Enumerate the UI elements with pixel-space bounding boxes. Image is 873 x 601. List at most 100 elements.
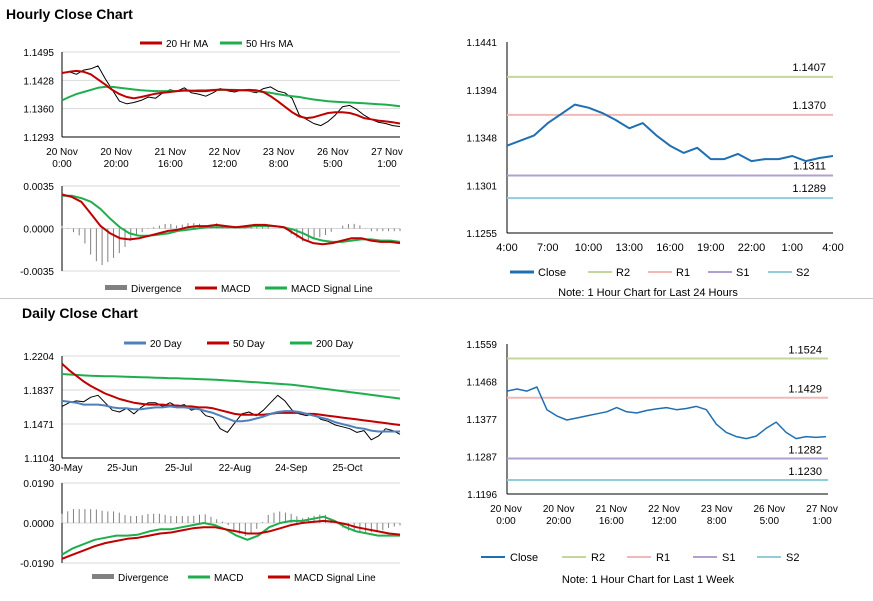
daily-pivot-y-tick: 1.1559 [466,340,497,351]
hourly-legend-divergence-label: Divergence [131,284,182,295]
daily-pivot-y-tick: 1.1287 [466,453,497,464]
daily-price-x-tick: 30-May [49,463,82,474]
daily-pivot-s1-value: 1.1282 [788,444,822,456]
daily-section-title: Daily Close Chart [22,305,138,321]
daily-200-day-line [61,373,401,400]
hourly-pivot-close-line [506,103,834,163]
daily-price-line [61,394,401,441]
hourly-pivot-x-tick: 13:00 [615,242,643,254]
daily-pivot-x-tick-time: 16:00 [599,516,624,527]
daily-pivot-y-tick: 1.1468 [466,378,497,389]
daily-pivot-x-tick-date: 23 Nov [701,504,733,515]
hourly-price-x-tick-date: 27 Nov [371,147,403,158]
daily-price-x-tick: 25-Jun [107,463,138,474]
hourly-pivot-x-tick: 1:00 [782,242,803,254]
hourly-pivot-y-tick: 1.1255 [466,229,497,240]
daily-price-x-tick: 22-Aug [219,463,251,474]
hourly-pivot-y-tick: 1.1394 [466,86,497,97]
hourly-price-x-tick-date: 20 Nov [46,147,78,158]
daily-pivot-legend-s2: S2 [786,552,799,564]
daily-legend-50-day-label: 50 Day [233,339,265,350]
daily-macd-y-tick: 0.0190 [23,479,54,490]
daily-pivot-x-tick-time: 1:00 [812,516,832,527]
hourly-macd-line [61,193,401,246]
daily-price-x-tick: 25-Oct [332,463,362,474]
daily-legend-20-day-label: 20 Day [150,339,182,350]
hourly-pivot-x-tick: 16:00 [656,242,684,254]
daily-pivot-r2-value: 1.1524 [788,344,822,356]
hourly-pivot-s1-value: 1.1311 [793,160,826,172]
hourly-macd-y-tick: -0.0035 [20,267,54,278]
hourly-pivot-s2-value: 1.1289 [792,183,826,195]
hourly-pivot-x-tick: 10:00 [575,242,603,254]
daily-pivot-x-tick-time: 12:00 [651,516,676,527]
hourly-price-y-tick: 1.1495 [23,48,54,59]
hourly-pivot-y-tick: 1.1348 [466,134,497,145]
hourly-pivot-legend-r1: R1 [676,267,690,279]
hourly-pivot-legend-r2: R2 [616,267,630,279]
hourly-price-x-tick-time: 16:00 [158,159,183,170]
daily-macd-signal-line [61,519,401,560]
hourly-pivot-x-tick: 22:00 [738,242,766,254]
daily-price-x-tick: 24-Sep [275,463,308,474]
daily-pivot-x-tick-date: 22 Nov [648,504,680,515]
daily-pivot-x-tick-time: 20:00 [546,516,571,527]
daily-legend-200-day-label: 200 Day [316,339,353,350]
daily-macd-line [61,515,400,556]
hourly-price-x-tick-date: 26 Nov [317,147,349,158]
hourly-price-x-tick-date: 21 Nov [154,147,186,158]
hourly-pivot-note: Note: 1 Hour Chart for Last 24 Hours [558,287,738,299]
hourly-price-line [61,65,401,127]
hourly-price-x-tick-time: 12:00 [212,159,237,170]
hourly-pivot-x-tick: 4:00 [822,242,843,254]
hourly-pivot-y-tick: 1.1441 [466,38,497,49]
hourly-price-x-tick-time: 8:00 [269,159,289,170]
daily-macd-y-tick: -0.0190 [20,559,54,570]
hourly-price-x-tick-date: 23 Nov [263,147,295,158]
daily-pivot-x-tick-date: 26 Nov [753,504,785,515]
daily-50-day-line [61,363,401,426]
hourly-price-x-tick-time: 20:00 [104,159,129,170]
daily-pivot-x-tick-date: 21 Nov [595,504,627,515]
daily-pivot-close-line [506,386,827,440]
daily-pivot-y-tick: 1.1377 [466,415,497,426]
hourly-legend-macd-label: MACD [221,284,250,295]
daily-pivot-legend-close: Close [510,552,538,564]
hourly-pivot-y-tick: 1.1301 [466,181,497,192]
daily-legend-macd-signal-label: MACD Signal Line [294,573,376,584]
hourly-pivot-r1-value: 1.1370 [792,100,826,112]
hourly-price-x-tick-time: 5:00 [323,159,343,170]
daily-pivot-x-tick-date: 20 Nov [490,504,522,515]
hourly-price-x-tick-date: 22 Nov [209,147,241,158]
hourly-20hr-ma-line [61,69,401,125]
hourly-price-y-tick: 1.1428 [23,76,54,87]
hourly-macd-y-tick: 0.0035 [23,182,54,193]
daily-price-y-tick: 1.1837 [23,386,54,397]
daily-pivot-r1-value: 1.1429 [788,384,822,396]
hourly-legend-divergence-swatch [105,285,127,290]
daily-pivot-x-tick-date: 20 Nov [543,504,575,515]
daily-pivot-legend-s1: S1 [722,552,735,564]
hourly-legend-50hr-ma-label: 50 Hrs MA [246,39,294,50]
hourly-pivot-legend-close: Close [538,267,566,279]
daily-pivot-legend-r1: R1 [656,552,670,564]
hourly-legend-macd-signal-label: MACD Signal Line [291,284,373,295]
hourly-price-y-tick: 1.1293 [23,133,54,144]
daily-pivot-x-tick-date: 27 Nov [806,504,838,515]
daily-pivot-s2-value: 1.1230 [788,466,822,478]
daily-legend-divergence-label: Divergence [118,573,169,584]
hourly-pivot-x-tick: 7:00 [537,242,558,254]
daily-price-x-tick: 25-Jul [165,463,192,474]
hourly-pivot-r2-value: 1.1407 [792,62,826,74]
daily-pivot-x-tick-time: 0:00 [496,516,516,527]
section-divider [0,298,873,299]
daily-pivot-x-tick-time: 5:00 [760,516,780,527]
daily-macd-y-tick: 0.0000 [23,519,54,530]
daily-20-day-line [61,399,400,433]
hourly-price-x-tick-time: 0:00 [52,159,72,170]
hourly-price-y-tick: 1.1360 [23,105,54,116]
hourly-price-x-tick-time: 1:00 [377,159,397,170]
daily-legend-divergence-swatch [92,574,114,579]
hourly-section-title: Hourly Close Chart [6,6,133,22]
